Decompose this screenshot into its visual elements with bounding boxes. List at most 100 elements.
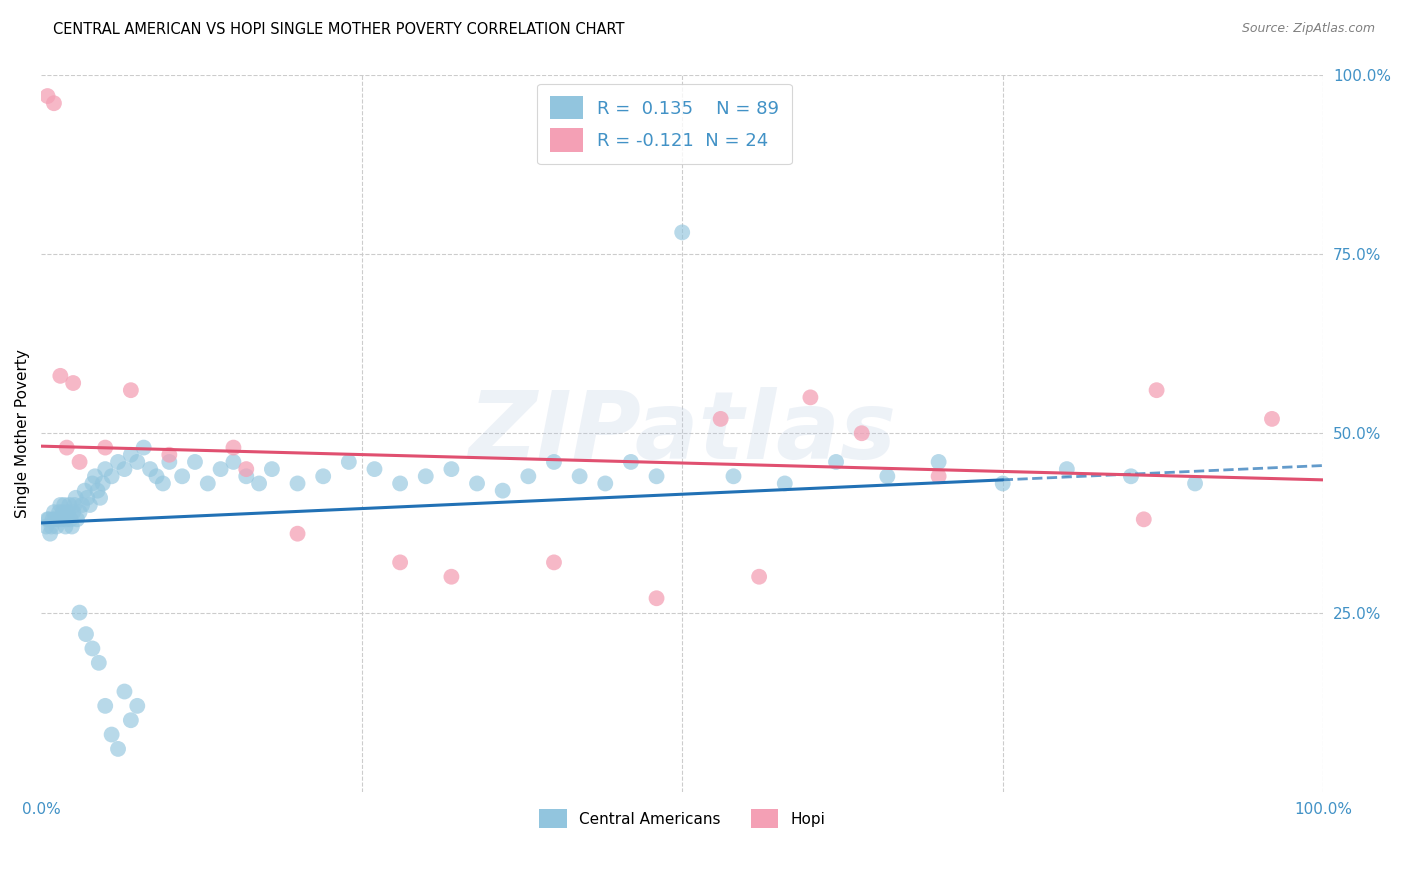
Point [63,498,86,512]
Point [645,469,668,483]
Point [773,476,796,491]
Point [42,505,65,519]
Point [127,698,149,713]
Point [59,512,82,526]
Point [235,469,257,483]
Point [66,512,89,526]
Point [45,519,67,533]
Point [465,476,488,491]
Point [51,512,73,526]
Point [89,491,111,505]
Point [42,96,65,111]
Point [799,390,821,404]
Point [49,368,72,383]
Point [55,519,77,533]
Point [337,455,360,469]
Point [710,412,733,426]
Point [107,742,129,756]
Text: ZIPatlas: ZIPatlas [468,387,896,479]
Point [107,455,129,469]
Point [312,469,335,483]
Point [235,462,257,476]
Point [120,713,142,727]
Point [120,383,142,397]
Point [157,448,180,462]
Point [100,469,122,483]
Point [222,441,245,455]
Point [114,684,136,698]
Point [157,455,180,469]
Point [76,491,98,505]
Point [363,462,385,476]
Point [287,476,309,491]
Point [492,483,515,498]
Point [69,505,91,519]
Point [62,505,84,519]
Point [1056,462,1078,476]
Point [543,555,565,569]
Point [58,498,80,512]
Point [184,455,207,469]
Point [389,476,412,491]
Y-axis label: Single Mother Poverty: Single Mother Poverty [15,349,30,517]
Point [132,441,155,455]
Point [568,469,591,483]
Point [37,89,59,103]
Point [39,526,62,541]
Point [671,225,693,239]
Point [91,476,114,491]
Point [593,476,616,491]
Point [197,476,219,491]
Point [440,462,463,476]
Point [222,455,245,469]
Point [44,512,66,526]
Point [46,512,69,526]
Point [48,505,70,519]
Point [41,512,63,526]
Point [55,512,77,526]
Point [60,519,83,533]
Point [851,426,873,441]
Point [56,505,79,519]
Point [928,469,950,483]
Point [38,512,60,526]
Point [75,627,97,641]
Point [55,441,77,455]
Point [65,491,87,505]
Point [825,455,848,469]
Point [620,455,643,469]
Point [82,641,104,656]
Point [543,455,565,469]
Point [87,656,110,670]
Point [1184,476,1206,491]
Point [62,376,84,390]
Point [35,519,58,533]
Point [41,519,63,533]
Point [1146,383,1168,397]
Point [748,570,770,584]
Point [82,476,104,491]
Point [517,469,540,483]
Point [94,441,117,455]
Point [49,498,72,512]
Text: CENTRAL AMERICAN VS HOPI SINGLE MOTHER POVERTY CORRELATION CHART: CENTRAL AMERICAN VS HOPI SINGLE MOTHER P… [53,22,624,37]
Point [94,462,117,476]
Point [53,498,76,512]
Point [86,483,108,498]
Point [114,462,136,476]
Point [1132,512,1154,526]
Legend: Central Americans, Hopi: Central Americans, Hopi [533,803,831,835]
Point [389,555,412,569]
Point [645,591,668,606]
Point [79,498,101,512]
Point [139,462,162,476]
Point [70,498,93,512]
Point [209,462,232,476]
Point [100,728,122,742]
Point [127,455,149,469]
Point [928,455,950,469]
Point [1261,412,1284,426]
Point [991,476,1014,491]
Point [415,469,437,483]
Point [69,606,91,620]
